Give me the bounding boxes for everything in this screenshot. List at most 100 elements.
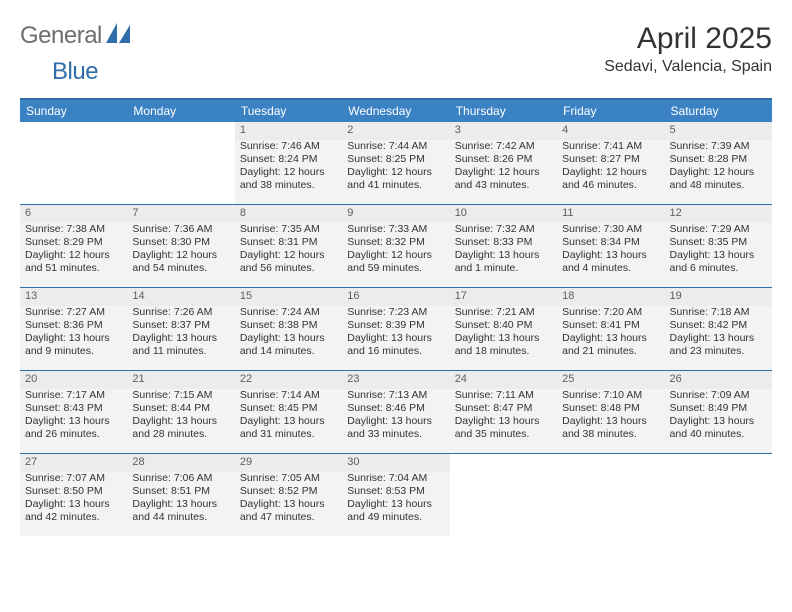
sunrise-line: Sunrise: 7:41 AM	[562, 140, 659, 153]
sunrise-line: Sunrise: 7:44 AM	[347, 140, 444, 153]
sunset-line: Sunset: 8:32 PM	[347, 236, 444, 249]
daylight-line: Daylight: 13 hours and 21 minutes.	[562, 332, 659, 358]
dayhead-sun: Sunday	[20, 100, 127, 122]
sunrise-line: Sunrise: 7:04 AM	[347, 472, 444, 485]
page-title: April 2025	[604, 22, 772, 56]
day-number: 23	[342, 371, 449, 389]
calendar-cell: 28Sunrise: 7:06 AMSunset: 8:51 PMDayligh…	[127, 454, 234, 536]
sunrise-line: Sunrise: 7:14 AM	[240, 389, 337, 402]
day-details: Sunrise: 7:35 AMSunset: 8:31 PMDaylight:…	[235, 223, 342, 280]
day-details: Sunrise: 7:11 AMSunset: 8:47 PMDaylight:…	[450, 389, 557, 446]
day-number: 6	[20, 205, 127, 223]
day-details: Sunrise: 7:27 AMSunset: 8:36 PMDaylight:…	[20, 306, 127, 363]
day-number-empty	[450, 454, 557, 472]
calendar-week: 13Sunrise: 7:27 AMSunset: 8:36 PMDayligh…	[20, 287, 772, 370]
sunset-line: Sunset: 8:50 PM	[25, 485, 122, 498]
calendar-cell: 21Sunrise: 7:15 AMSunset: 8:44 PMDayligh…	[127, 371, 234, 453]
sunset-line: Sunset: 8:46 PM	[347, 402, 444, 415]
sunset-line: Sunset: 8:47 PM	[455, 402, 552, 415]
calendar-cell: 3Sunrise: 7:42 AMSunset: 8:26 PMDaylight…	[450, 122, 557, 204]
day-number-empty	[557, 454, 664, 472]
sunrise-line: Sunrise: 7:05 AM	[240, 472, 337, 485]
calendar-cell: 10Sunrise: 7:32 AMSunset: 8:33 PMDayligh…	[450, 205, 557, 287]
calendar-cell: 8Sunrise: 7:35 AMSunset: 8:31 PMDaylight…	[235, 205, 342, 287]
sunset-line: Sunset: 8:44 PM	[132, 402, 229, 415]
sunrise-line: Sunrise: 7:07 AM	[25, 472, 122, 485]
calendar-cell: 15Sunrise: 7:24 AMSunset: 8:38 PMDayligh…	[235, 288, 342, 370]
day-details: Sunrise: 7:24 AMSunset: 8:38 PMDaylight:…	[235, 306, 342, 363]
calendar-cell: 6Sunrise: 7:38 AMSunset: 8:29 PMDaylight…	[20, 205, 127, 287]
brand-word-b: Blue	[52, 58, 98, 86]
day-details: Sunrise: 7:07 AMSunset: 8:50 PMDaylight:…	[20, 472, 127, 529]
daylight-line: Daylight: 13 hours and 23 minutes.	[670, 332, 767, 358]
day-details: Sunrise: 7:04 AMSunset: 8:53 PMDaylight:…	[342, 472, 449, 529]
day-number: 26	[665, 371, 772, 389]
sunset-line: Sunset: 8:41 PM	[562, 319, 659, 332]
sunrise-line: Sunrise: 7:26 AM	[132, 306, 229, 319]
sunrise-line: Sunrise: 7:30 AM	[562, 223, 659, 236]
day-number: 17	[450, 288, 557, 306]
day-number: 8	[235, 205, 342, 223]
daylight-line: Daylight: 13 hours and 40 minutes.	[670, 415, 767, 441]
daylight-line: Daylight: 12 hours and 59 minutes.	[347, 249, 444, 275]
day-number: 7	[127, 205, 234, 223]
sunset-line: Sunset: 8:30 PM	[132, 236, 229, 249]
daylight-line: Daylight: 12 hours and 56 minutes.	[240, 249, 337, 275]
day-details: Sunrise: 7:36 AMSunset: 8:30 PMDaylight:…	[127, 223, 234, 280]
sunrise-line: Sunrise: 7:18 AM	[670, 306, 767, 319]
calendar-cell: 13Sunrise: 7:27 AMSunset: 8:36 PMDayligh…	[20, 288, 127, 370]
daylight-line: Daylight: 13 hours and 26 minutes.	[25, 415, 122, 441]
day-number: 30	[342, 454, 449, 472]
day-number: 22	[235, 371, 342, 389]
sunset-line: Sunset: 8:28 PM	[670, 153, 767, 166]
daylight-line: Daylight: 13 hours and 35 minutes.	[455, 415, 552, 441]
dayhead-sat: Saturday	[665, 100, 772, 122]
sunrise-line: Sunrise: 7:39 AM	[670, 140, 767, 153]
sunrise-line: Sunrise: 7:36 AM	[132, 223, 229, 236]
calendar-week: 20Sunrise: 7:17 AMSunset: 8:43 PMDayligh…	[20, 370, 772, 453]
sunrise-line: Sunrise: 7:20 AM	[562, 306, 659, 319]
day-number: 24	[450, 371, 557, 389]
calendar-cell: 25Sunrise: 7:10 AMSunset: 8:48 PMDayligh…	[557, 371, 664, 453]
calendar-week: 27Sunrise: 7:07 AMSunset: 8:50 PMDayligh…	[20, 453, 772, 536]
sunrise-line: Sunrise: 7:35 AM	[240, 223, 337, 236]
day-details: Sunrise: 7:14 AMSunset: 8:45 PMDaylight:…	[235, 389, 342, 446]
daylight-line: Daylight: 13 hours and 31 minutes.	[240, 415, 337, 441]
day-details: Sunrise: 7:42 AMSunset: 8:26 PMDaylight:…	[450, 140, 557, 197]
sunrise-line: Sunrise: 7:33 AM	[347, 223, 444, 236]
calendar-week: 6Sunrise: 7:38 AMSunset: 8:29 PMDaylight…	[20, 204, 772, 287]
daylight-line: Daylight: 12 hours and 46 minutes.	[562, 166, 659, 192]
calendar-cell: 5Sunrise: 7:39 AMSunset: 8:28 PMDaylight…	[665, 122, 772, 204]
calendar-cell: 26Sunrise: 7:09 AMSunset: 8:49 PMDayligh…	[665, 371, 772, 453]
daylight-line: Daylight: 12 hours and 38 minutes.	[240, 166, 337, 192]
calendar-cell	[20, 122, 127, 204]
daylight-line: Daylight: 12 hours and 54 minutes.	[132, 249, 229, 275]
sunset-line: Sunset: 8:35 PM	[670, 236, 767, 249]
day-number: 10	[450, 205, 557, 223]
daylight-line: Daylight: 13 hours and 9 minutes.	[25, 332, 122, 358]
calendar-cell: 18Sunrise: 7:20 AMSunset: 8:41 PMDayligh…	[557, 288, 664, 370]
sunrise-line: Sunrise: 7:24 AM	[240, 306, 337, 319]
sunrise-line: Sunrise: 7:06 AM	[132, 472, 229, 485]
calendar-cell: 17Sunrise: 7:21 AMSunset: 8:40 PMDayligh…	[450, 288, 557, 370]
calendar-cell: 30Sunrise: 7:04 AMSunset: 8:53 PMDayligh…	[342, 454, 449, 536]
daylight-line: Daylight: 12 hours and 43 minutes.	[455, 166, 552, 192]
title-block: April 2025 Sedavi, Valencia, Spain	[604, 22, 772, 76]
sunrise-line: Sunrise: 7:29 AM	[670, 223, 767, 236]
day-number-empty	[127, 122, 234, 140]
calendar-cell: 11Sunrise: 7:30 AMSunset: 8:34 PMDayligh…	[557, 205, 664, 287]
day-details: Sunrise: 7:05 AMSunset: 8:52 PMDaylight:…	[235, 472, 342, 529]
day-number: 29	[235, 454, 342, 472]
day-number: 9	[342, 205, 449, 223]
sunset-line: Sunset: 8:37 PM	[132, 319, 229, 332]
sunset-line: Sunset: 8:36 PM	[25, 319, 122, 332]
day-details: Sunrise: 7:32 AMSunset: 8:33 PMDaylight:…	[450, 223, 557, 280]
day-number: 3	[450, 122, 557, 140]
sail-icon	[106, 23, 132, 50]
sunset-line: Sunset: 8:29 PM	[25, 236, 122, 249]
day-number: 2	[342, 122, 449, 140]
sunrise-line: Sunrise: 7:42 AM	[455, 140, 552, 153]
calendar-cell: 12Sunrise: 7:29 AMSunset: 8:35 PMDayligh…	[665, 205, 772, 287]
day-details: Sunrise: 7:39 AMSunset: 8:28 PMDaylight:…	[665, 140, 772, 197]
daylight-line: Daylight: 13 hours and 44 minutes.	[132, 498, 229, 524]
